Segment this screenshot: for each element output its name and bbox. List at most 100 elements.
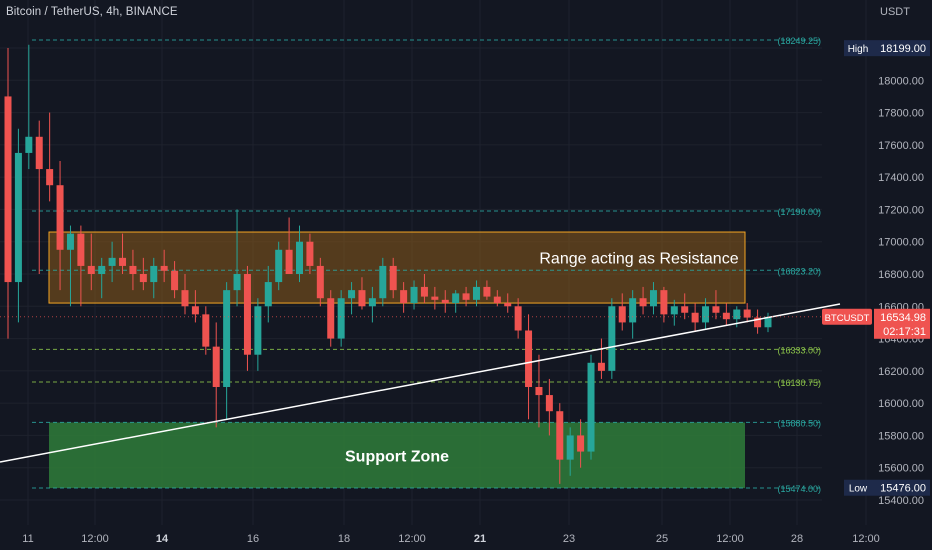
candle-body	[254, 306, 262, 355]
candle-body	[410, 286, 418, 304]
resistance-zone-label: Range acting as Resistance	[539, 251, 738, 268]
candle-body	[400, 290, 408, 304]
candle-body	[597, 362, 605, 371]
x-tick-label: 18	[338, 533, 350, 545]
candle-body	[525, 330, 533, 387]
price-level-label: (16130.75)	[777, 378, 821, 388]
candle-body	[743, 309, 751, 318]
candle-body	[431, 296, 439, 300]
candle-body	[316, 265, 324, 299]
candle-body	[587, 362, 595, 452]
x-tick-label: 23	[563, 533, 575, 545]
high-value-box	[872, 40, 930, 57]
y-tick-label: 16000.00	[878, 398, 924, 410]
candle-body	[275, 249, 283, 283]
x-tick-label: 14	[156, 533, 169, 545]
current-price-box	[874, 308, 930, 339]
y-tick-label: 16800.00	[878, 269, 924, 281]
trendline-layer	[0, 303, 841, 463]
trendline	[0, 303, 841, 463]
price-level-label: (15880.50)	[777, 418, 821, 428]
candle-body	[181, 290, 189, 307]
candle-body	[618, 306, 626, 323]
candle-body	[483, 286, 491, 297]
candle-body	[545, 395, 553, 412]
candle-body	[670, 306, 678, 315]
y-tick-label: 15400.00	[878, 495, 924, 507]
candle-body	[306, 241, 314, 266]
candle-body	[150, 265, 158, 283]
candle-body	[25, 136, 33, 153]
candle-body	[379, 265, 387, 299]
candle-body	[608, 306, 616, 371]
candle-body	[472, 286, 480, 300]
candle-body	[46, 169, 54, 186]
candle-body	[87, 265, 95, 274]
y-tick-label: 17600.00	[878, 140, 924, 152]
candle-body	[420, 286, 428, 297]
price-level-label: (17190.00)	[777, 207, 821, 217]
candle-body	[764, 316, 772, 328]
candle-body	[171, 270, 179, 291]
y-tick-label: 15600.00	[878, 463, 924, 475]
y-tick-label: 16200.00	[878, 366, 924, 378]
candle-body	[681, 306, 689, 313]
high-value-label: 18199.00	[880, 43, 926, 55]
candle-body	[754, 317, 762, 328]
price-level-label: (16333.00)	[777, 345, 821, 355]
low-value-box	[872, 479, 930, 496]
candle-body	[191, 306, 199, 315]
candle-body	[108, 257, 116, 266]
candle-body	[56, 185, 64, 250]
candle-body	[452, 293, 460, 304]
candle-body	[212, 346, 220, 387]
price-level-label: (15474.00)	[777, 484, 821, 494]
current-symbol-label: BTCUSDT	[825, 313, 870, 324]
candle-body	[493, 296, 501, 304]
candle-body	[285, 249, 293, 274]
x-tick-label: 12:00	[716, 533, 744, 545]
candle-body	[389, 265, 397, 291]
candle-body	[462, 293, 470, 300]
y-tick-label: 17000.00	[878, 237, 924, 249]
x-tick-label: 28	[791, 533, 803, 545]
high-tag-box	[844, 40, 872, 57]
candle-body	[702, 306, 710, 323]
candle-layer	[4, 44, 772, 484]
y-tick-label: 17800.00	[878, 108, 924, 120]
candle-body	[514, 306, 522, 331]
support-zone	[49, 422, 745, 489]
candle-body	[639, 298, 647, 307]
candle-body	[66, 233, 74, 250]
candle-body	[629, 298, 637, 323]
candle-body	[264, 282, 272, 307]
x-tick-label: 16	[247, 533, 259, 545]
candle-body	[14, 152, 22, 283]
candle-body	[202, 314, 210, 347]
candle-body	[327, 298, 335, 339]
candle-body	[535, 387, 543, 396]
candle-body	[98, 265, 106, 274]
support-zone-label: Support Zone	[345, 448, 449, 465]
candle-body	[119, 257, 127, 266]
low-tag-box	[844, 479, 872, 496]
price-level-label: (16823.20)	[777, 266, 821, 276]
candle-body	[722, 312, 730, 320]
current-price-value: 16534.98	[880, 312, 926, 324]
candle-body	[358, 290, 366, 307]
candle-body	[733, 309, 741, 320]
candle-body	[712, 306, 720, 313]
x-tick-label: 12:00	[852, 533, 880, 545]
candle-body	[296, 241, 304, 274]
candle-body	[223, 290, 231, 387]
x-tick-label: 25	[656, 533, 668, 545]
x-tick-label: 11	[22, 533, 33, 545]
low-value-label: 15476.00	[880, 483, 926, 495]
candle-body	[35, 136, 43, 170]
candle-body	[233, 274, 241, 291]
candle-body	[660, 290, 668, 315]
currency-label: USDT	[880, 6, 910, 18]
candle-body	[77, 233, 85, 266]
candle-body	[691, 312, 699, 323]
